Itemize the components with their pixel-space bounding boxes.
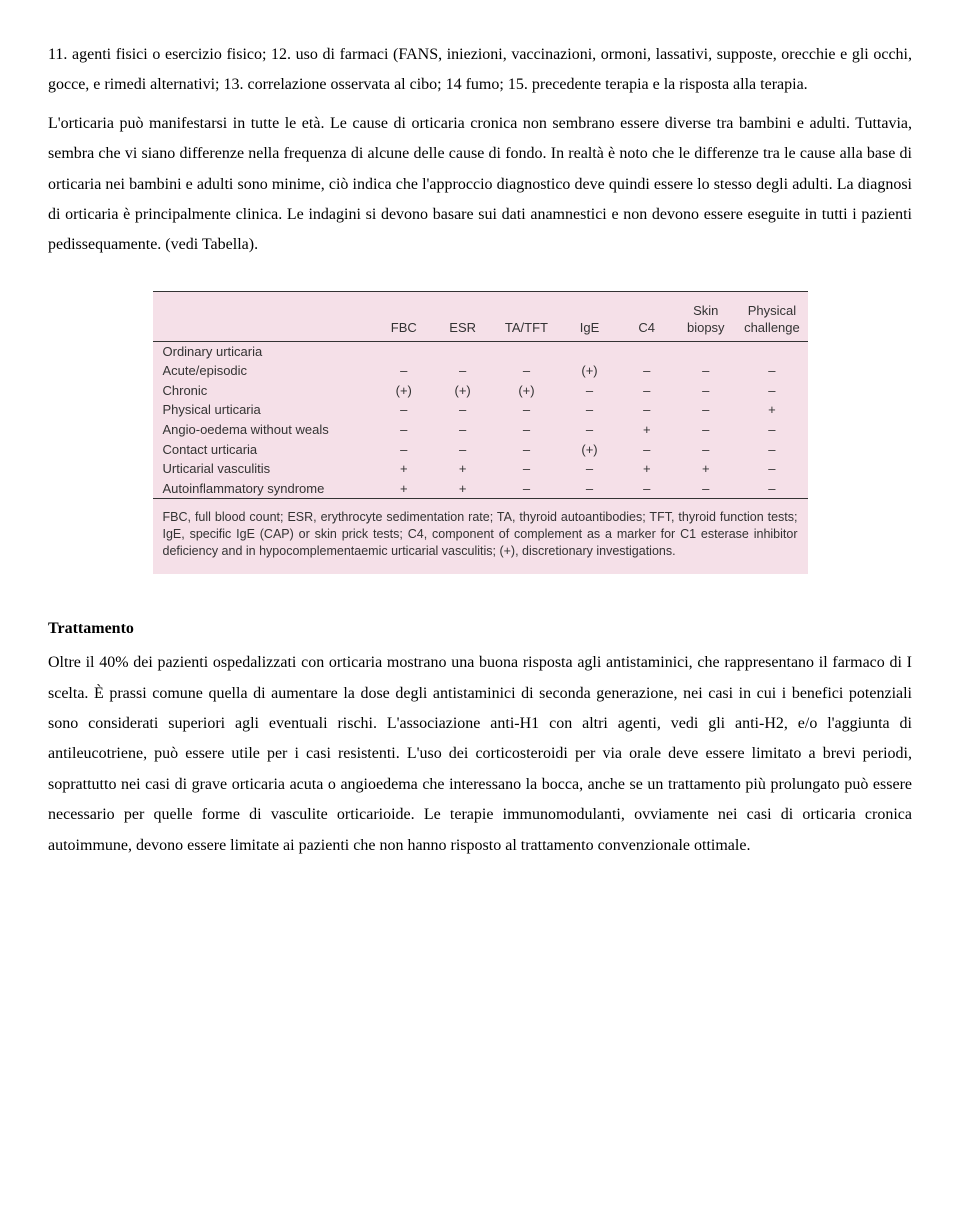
cell: – <box>618 361 675 381</box>
table-row: Autoinflammatory syndrome + + – – – – – <box>153 479 808 499</box>
cell <box>561 341 619 361</box>
cell: – <box>618 381 675 401</box>
cell: – <box>736 381 807 401</box>
cell: – <box>492 400 561 420</box>
col-ige: IgE <box>561 291 619 341</box>
table-row: Angio-oedema without weals – – – – + – – <box>153 420 808 440</box>
cell: – <box>736 459 807 479</box>
row-label: Angio-oedema without weals <box>153 420 375 440</box>
paragraph-3: Oltre il 40% dei pazienti ospedalizzati … <box>48 648 912 861</box>
cell: + <box>374 459 433 479</box>
cell <box>675 341 736 361</box>
cell: – <box>374 400 433 420</box>
col-physical-challenge: Physical challenge <box>736 291 807 341</box>
cell <box>736 341 807 361</box>
row-label: Physical urticaria <box>153 400 375 420</box>
cell: – <box>433 400 492 420</box>
table-row: Urticarial vasculitis + + – – + + – <box>153 459 808 479</box>
cell: + <box>675 459 736 479</box>
cell: – <box>736 479 807 499</box>
col-fbc: FBC <box>374 291 433 341</box>
col-ta-tft: TA/TFT <box>492 291 561 341</box>
row-label: Urticarial vasculitis <box>153 459 375 479</box>
cell: (+) <box>374 381 433 401</box>
cell: + <box>374 479 433 499</box>
table-row: Ordinary urticaria <box>153 341 808 361</box>
row-label: Ordinary urticaria <box>153 341 375 361</box>
cell <box>433 341 492 361</box>
cell: – <box>736 440 807 460</box>
cell: – <box>561 479 619 499</box>
cell: (+) <box>561 440 619 460</box>
table-row: Physical urticaria – – – – – – + <box>153 400 808 420</box>
table-row: Chronic (+) (+) (+) – – – – <box>153 381 808 401</box>
section-heading-trattamento: Trattamento <box>48 614 912 644</box>
cell: – <box>433 440 492 460</box>
paragraph-2: L'orticaria può manifestarsi in tutte le… <box>48 109 912 261</box>
investigations-table: FBC ESR TA/TFT IgE C4 Skin biopsy Physic… <box>153 291 808 499</box>
investigations-table-wrap: FBC ESR TA/TFT IgE C4 Skin biopsy Physic… <box>153 291 808 574</box>
cell: (+) <box>492 381 561 401</box>
table-body: Ordinary urticaria Acute/episodic – – – … <box>153 341 808 498</box>
cell: – <box>675 440 736 460</box>
cell: – <box>433 420 492 440</box>
cell <box>374 341 433 361</box>
cell: – <box>374 361 433 381</box>
cell: – <box>374 440 433 460</box>
cell: + <box>736 400 807 420</box>
cell: – <box>675 420 736 440</box>
paragraph-1: 11. agenti fisici o esercizio fisico; 12… <box>48 40 912 101</box>
cell: – <box>492 440 561 460</box>
cell: – <box>492 459 561 479</box>
row-label: Autoinflammatory syndrome <box>153 479 375 499</box>
cell: – <box>675 361 736 381</box>
table-header-row: FBC ESR TA/TFT IgE C4 Skin biopsy Physic… <box>153 291 808 341</box>
col-c4: C4 <box>618 291 675 341</box>
table-row: Contact urticaria – – – (+) – – – <box>153 440 808 460</box>
cell: (+) <box>433 381 492 401</box>
cell: + <box>618 420 675 440</box>
cell: – <box>561 459 619 479</box>
cell: + <box>433 459 492 479</box>
col-esr: ESR <box>433 291 492 341</box>
cell: – <box>618 440 675 460</box>
cell: + <box>618 459 675 479</box>
cell: – <box>561 400 619 420</box>
cell: – <box>675 381 736 401</box>
cell: – <box>492 420 561 440</box>
cell: – <box>561 420 619 440</box>
cell: – <box>433 361 492 381</box>
row-label: Contact urticaria <box>153 440 375 460</box>
cell: – <box>618 400 675 420</box>
cell: – <box>492 361 561 381</box>
cell: – <box>374 420 433 440</box>
col-blank <box>153 291 375 341</box>
row-label: Acute/episodic <box>153 361 375 381</box>
cell: – <box>675 400 736 420</box>
cell <box>618 341 675 361</box>
col-skin-biopsy: Skin biopsy <box>675 291 736 341</box>
cell: – <box>736 420 807 440</box>
cell: – <box>675 479 736 499</box>
table-caption: FBC, full blood count; ESR, erythrocyte … <box>153 499 808 574</box>
table-row: Acute/episodic – – – (+) – – – <box>153 361 808 381</box>
row-label: Chronic <box>153 381 375 401</box>
cell <box>492 341 561 361</box>
cell: – <box>736 361 807 381</box>
cell: (+) <box>561 361 619 381</box>
cell: – <box>492 479 561 499</box>
cell: – <box>561 381 619 401</box>
cell: + <box>433 479 492 499</box>
investigations-table-box: FBC ESR TA/TFT IgE C4 Skin biopsy Physic… <box>153 291 808 574</box>
cell: – <box>618 479 675 499</box>
